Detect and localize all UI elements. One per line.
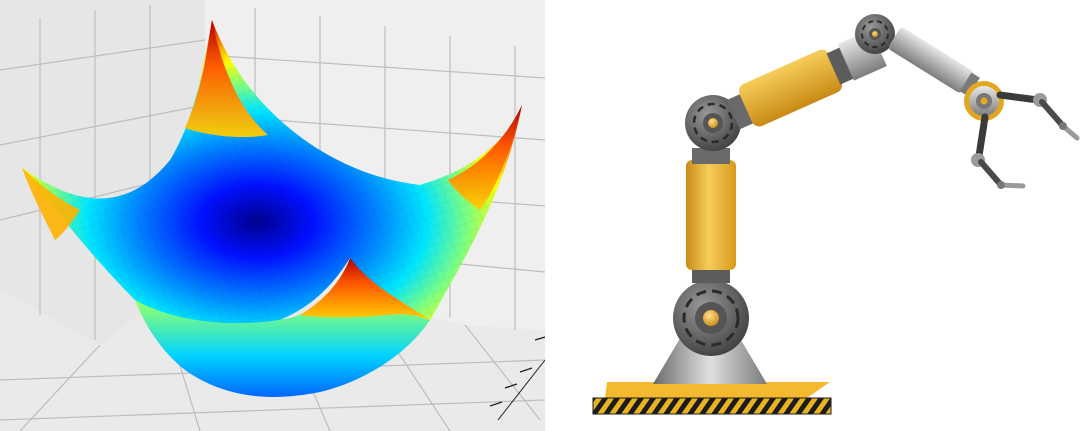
- base-joint: [673, 280, 749, 356]
- forearm: [888, 27, 980, 97]
- robot-arm-panel: [545, 0, 1090, 431]
- robot-arm-illustration: [592, 14, 1080, 415]
- surface-plot: [0, 0, 545, 431]
- surface-mesh-overlay: [22, 20, 522, 345]
- surface-plot-panel: [0, 0, 545, 431]
- shoulder-joint: [855, 14, 895, 54]
- gripper: [971, 91, 1080, 189]
- wrist-joint: [964, 81, 1004, 121]
- elbow-joint: [685, 95, 741, 151]
- lower-arm: [686, 148, 736, 283]
- surface-peak-front: [300, 258, 430, 320]
- axis-ticks: [489, 336, 545, 421]
- surface-peak-back: [185, 20, 268, 138]
- surface-peak-left: [22, 168, 80, 240]
- surface-peak-right: [448, 105, 522, 210]
